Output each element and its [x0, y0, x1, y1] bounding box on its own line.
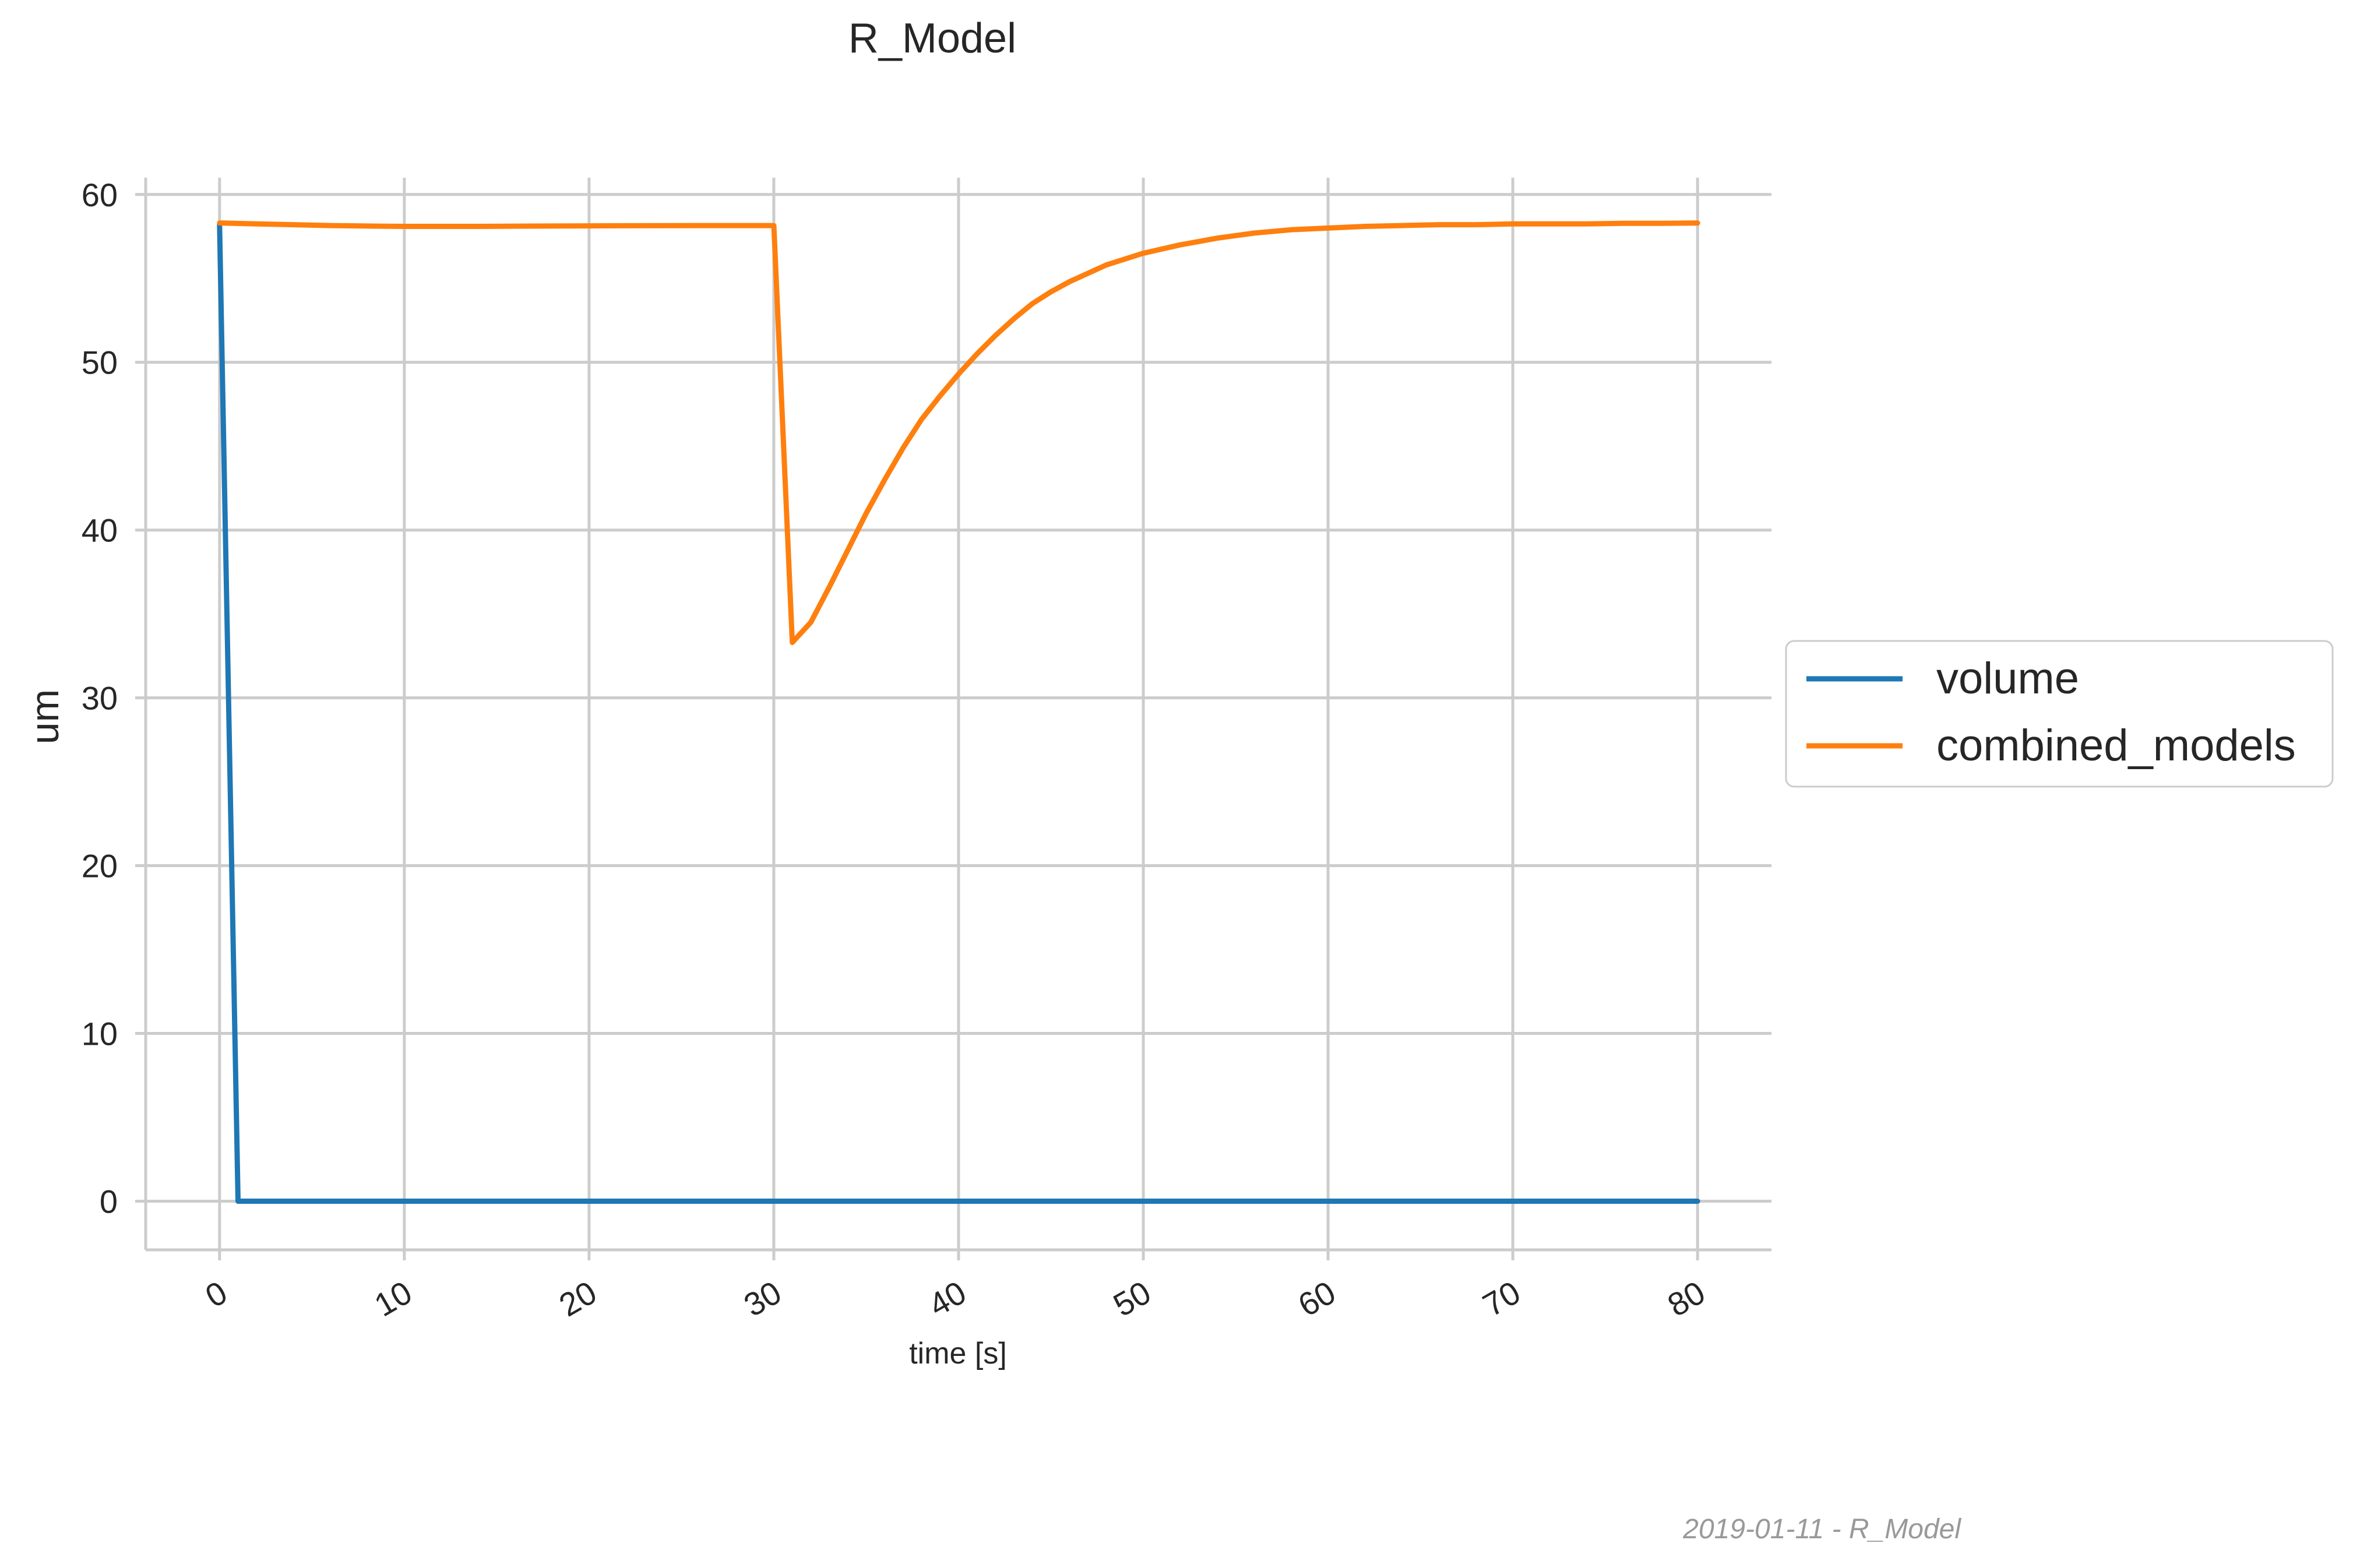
- y-tick-label: 50: [82, 344, 118, 381]
- y-tick-label: 40: [82, 512, 118, 549]
- x-tick-label: 10: [368, 1274, 418, 1324]
- axes: [144, 178, 1771, 1252]
- legend-box: [1785, 640, 2334, 788]
- footer-caption: 2019-01-11 - R_Model: [1682, 1514, 1961, 1545]
- x-tick-label: 70: [1477, 1274, 1526, 1324]
- x-tick-label: 30: [738, 1274, 787, 1324]
- x-tick-label: 60: [1292, 1274, 1341, 1324]
- series-line-volume: [217, 222, 1700, 1204]
- y-axis-label: um: [23, 689, 67, 744]
- y-tick-label: 10: [82, 1016, 118, 1052]
- grid: [135, 178, 1771, 1260]
- y-tick-label: 60: [82, 177, 118, 213]
- legend-label-volume: volume: [1936, 654, 2079, 703]
- x-tick-label: 20: [553, 1274, 603, 1324]
- series-lines: [217, 220, 1700, 1204]
- y-tick-label: 30: [82, 680, 118, 717]
- y-tick-label: 0: [100, 1183, 118, 1220]
- legend-label-combined-models: combined_models: [1936, 721, 2296, 770]
- x-tick-label: 50: [1107, 1274, 1157, 1324]
- y-tick-label: 20: [82, 848, 118, 885]
- series-line-combined-models: [217, 220, 1700, 646]
- x-tick-label: 80: [1661, 1274, 1711, 1324]
- x-tick-label: 40: [922, 1274, 972, 1324]
- legend: volume combined_models: [1785, 640, 2334, 788]
- tick-labels: 0 10 20 30 40 50 60 70 80 0 10 20 30 40 50 60: [82, 177, 1711, 1324]
- x-axis-label: time [s]: [909, 1337, 1007, 1370]
- chart-title: R_Model: [848, 15, 1016, 62]
- x-tick-label: 0: [199, 1274, 233, 1315]
